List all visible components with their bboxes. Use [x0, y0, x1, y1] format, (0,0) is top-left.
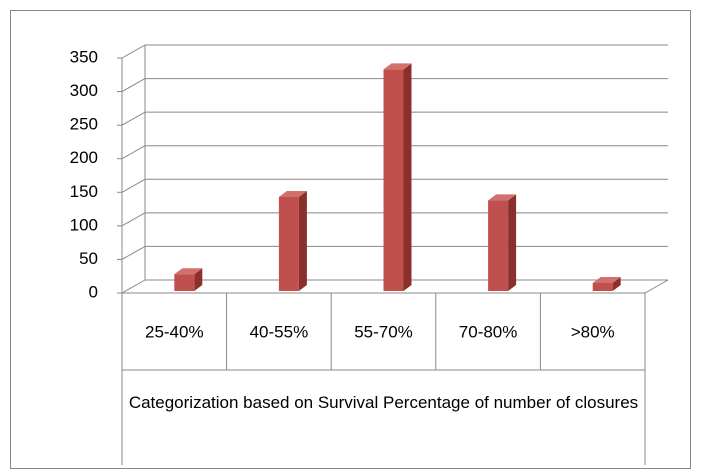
bar-top: [174, 268, 203, 275]
grid-line: [121, 44, 146, 59]
x-tick-label: 40-55%: [250, 322, 309, 341]
y-tick-label: 100: [70, 215, 98, 234]
bar: [488, 200, 509, 291]
bar-top: [488, 194, 517, 201]
bar-side: [508, 194, 517, 291]
bar: [592, 282, 613, 291]
x-axis-title: Categorization based on Survival Percent…: [128, 393, 639, 412]
bar-top: [383, 63, 412, 70]
bar: [383, 69, 404, 291]
x-tick-label: 70-80%: [459, 322, 518, 341]
bar: [278, 197, 299, 291]
y-tick-label: 150: [70, 182, 98, 201]
y-tick-label: 50: [79, 249, 98, 268]
grid-line: [121, 212, 146, 227]
x-tick-label: 55-70%: [354, 322, 413, 341]
y-tick-label: 300: [70, 81, 98, 100]
x-tick-label: 25-40%: [145, 322, 204, 341]
bar-top: [592, 276, 621, 283]
y-tick-label: 350: [70, 47, 98, 66]
bar: [174, 274, 195, 291]
chart-border: [10, 10, 691, 469]
bar-side: [298, 191, 307, 291]
bar-top: [278, 191, 307, 197]
grid-line: [121, 111, 146, 126]
y-tick-label: 200: [70, 148, 98, 167]
y-tick-label: 250: [70, 115, 98, 134]
grid-line: [121, 178, 146, 193]
grid-line: [121, 279, 146, 294]
bar-side: [612, 276, 621, 291]
y-tick-label: 0: [89, 282, 98, 301]
grid-line: [121, 78, 146, 93]
bar-side: [194, 268, 203, 291]
x-tick-label: >80%: [571, 322, 615, 341]
bar-side: [403, 63, 412, 291]
grid-line: [121, 145, 146, 160]
grid-line: [121, 245, 146, 260]
